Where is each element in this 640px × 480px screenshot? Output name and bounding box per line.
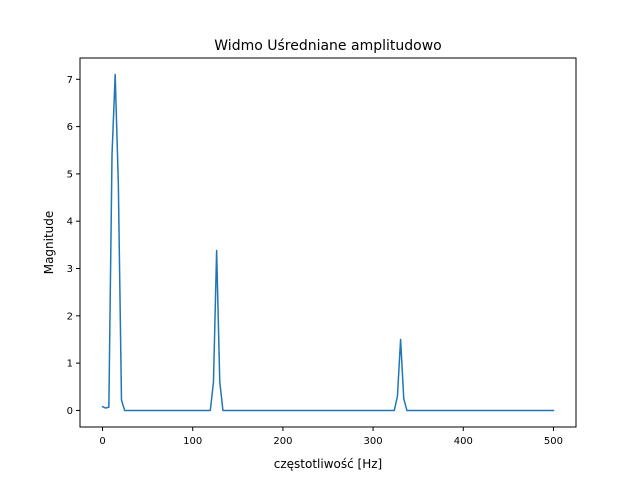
x-tick-label: 0 bbox=[99, 436, 105, 447]
x-tick-label: 200 bbox=[273, 436, 292, 447]
chart-title: Widmo Uśredniane amplitudowo bbox=[214, 38, 441, 54]
y-tick-label: 0 bbox=[67, 406, 73, 417]
y-tick-label: 6 bbox=[67, 122, 73, 133]
plot-frame bbox=[79, 57, 577, 428]
y-tick-label: 1 bbox=[67, 359, 73, 370]
y-tick-label: 5 bbox=[67, 169, 73, 180]
y-axis-ticks: 0 1 2 3 4 5 6 7 bbox=[67, 75, 80, 417]
y-tick-label: 4 bbox=[67, 217, 73, 228]
y-tick-label: 3 bbox=[67, 264, 73, 275]
x-axis-label: częstotliwość [Hz] bbox=[274, 457, 382, 471]
y-tick-label: 7 bbox=[67, 75, 73, 86]
x-tick-label: 300 bbox=[364, 436, 383, 447]
y-tick-label: 2 bbox=[67, 311, 73, 322]
x-axis-ticks: 0 100 200 300 400 500 bbox=[99, 427, 563, 447]
series-layer bbox=[101, 73, 555, 412]
series-line bbox=[101, 73, 555, 412]
x-tick-label: 100 bbox=[183, 436, 202, 447]
x-tick-label: 500 bbox=[544, 436, 563, 447]
x-tick-label: 400 bbox=[454, 436, 473, 447]
y-axis-label: Magnitude bbox=[42, 211, 56, 275]
